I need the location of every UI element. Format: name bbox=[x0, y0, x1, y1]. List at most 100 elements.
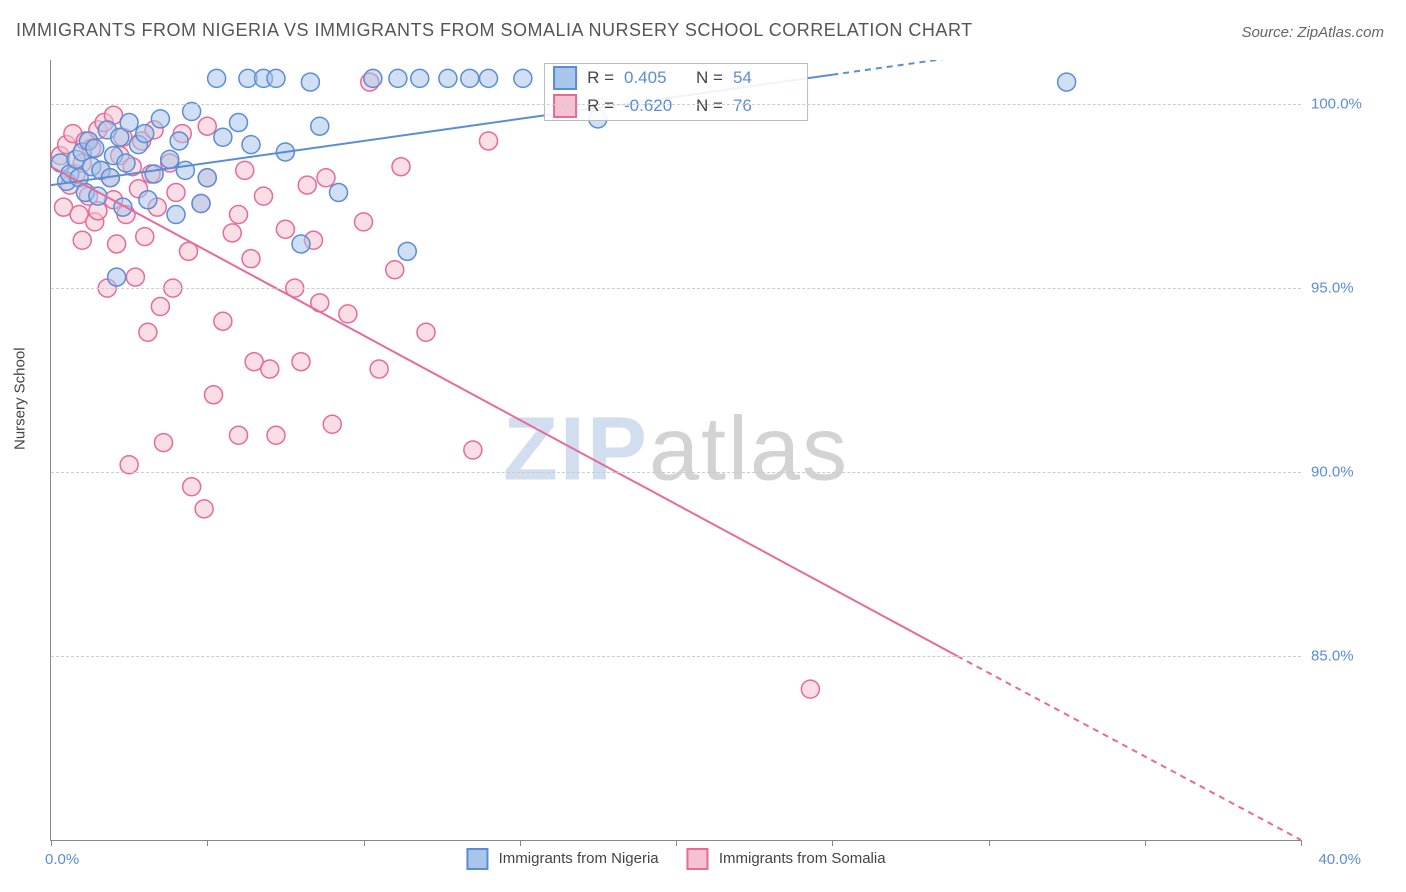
scatter-point bbox=[514, 69, 532, 87]
gridline-h bbox=[51, 288, 1301, 289]
gridline-h bbox=[51, 104, 1301, 105]
scatter-point bbox=[464, 441, 482, 459]
x-tick-mark bbox=[832, 840, 833, 846]
legend-label-nigeria: Immigrants from Nigeria bbox=[499, 850, 659, 867]
x-tick-label-min: 0.0% bbox=[45, 851, 79, 868]
gridline-h bbox=[51, 472, 1301, 473]
scatter-point bbox=[167, 183, 185, 201]
scatter-point bbox=[151, 298, 169, 316]
scatter-point bbox=[230, 114, 248, 132]
scatter-point bbox=[198, 169, 216, 187]
scatter-point bbox=[108, 235, 126, 253]
scatter-point bbox=[298, 176, 316, 194]
scatter-point bbox=[392, 158, 410, 176]
n-label: N = bbox=[696, 96, 723, 116]
scatter-point bbox=[461, 69, 479, 87]
r-value-somalia: -0.620 bbox=[624, 96, 686, 116]
scatter-point bbox=[230, 206, 248, 224]
x-tick-mark bbox=[1145, 840, 1146, 846]
scatter-point bbox=[267, 69, 285, 87]
scatter-point bbox=[261, 360, 279, 378]
scatter-point bbox=[301, 73, 319, 91]
n-label: N = bbox=[696, 68, 723, 88]
scatter-point bbox=[139, 323, 157, 341]
scatter-point bbox=[364, 69, 382, 87]
plot-area: ZIPatlas R = 0.405 N = 54 R = -0.620 N =… bbox=[50, 60, 1301, 841]
scatter-point bbox=[242, 250, 260, 268]
scatter-point bbox=[73, 231, 91, 249]
chart-svg bbox=[51, 60, 1301, 840]
r-label: R = bbox=[587, 68, 614, 88]
correlation-row-somalia: R = -0.620 N = 76 bbox=[545, 92, 807, 120]
x-tick-mark bbox=[364, 840, 365, 846]
x-tick-mark bbox=[520, 840, 521, 846]
x-tick-mark bbox=[51, 840, 52, 846]
scatter-point bbox=[330, 183, 348, 201]
gridline-h bbox=[51, 656, 1301, 657]
scatter-point bbox=[151, 110, 169, 128]
scatter-point bbox=[398, 242, 416, 260]
correlation-legend: R = 0.405 N = 54 R = -0.620 N = 76 bbox=[544, 63, 808, 121]
r-label: R = bbox=[587, 96, 614, 116]
y-axis-label: Nursery School bbox=[12, 347, 29, 450]
scatter-point bbox=[323, 415, 341, 433]
scatter-point bbox=[117, 154, 135, 172]
scatter-point bbox=[155, 434, 173, 452]
scatter-point bbox=[480, 132, 498, 150]
scatter-point bbox=[167, 206, 185, 224]
swatch-nigeria bbox=[553, 66, 577, 90]
scatter-point bbox=[317, 169, 335, 187]
r-value-nigeria: 0.405 bbox=[624, 68, 686, 88]
legend-item-nigeria: Immigrants from Nigeria bbox=[466, 848, 658, 870]
swatch-somalia bbox=[553, 94, 577, 118]
scatter-point bbox=[236, 161, 254, 179]
scatter-point bbox=[126, 268, 144, 286]
scatter-point bbox=[370, 360, 388, 378]
scatter-point bbox=[255, 187, 273, 205]
scatter-point bbox=[136, 228, 154, 246]
scatter-point bbox=[183, 478, 201, 496]
y-tick-label: 85.0% bbox=[1311, 648, 1371, 665]
scatter-point bbox=[355, 213, 373, 231]
scatter-point bbox=[139, 191, 157, 209]
legend-label-somalia: Immigrants from Somalia bbox=[719, 850, 886, 867]
scatter-point bbox=[292, 353, 310, 371]
scatter-point bbox=[192, 194, 210, 212]
correlation-row-nigeria: R = 0.405 N = 54 bbox=[545, 64, 807, 92]
scatter-point bbox=[86, 139, 104, 157]
scatter-point bbox=[214, 312, 232, 330]
trend-line-dashed bbox=[957, 656, 1301, 840]
scatter-point bbox=[176, 161, 194, 179]
scatter-point bbox=[145, 165, 163, 183]
scatter-point bbox=[389, 69, 407, 87]
scatter-point bbox=[120, 114, 138, 132]
y-tick-label: 90.0% bbox=[1311, 464, 1371, 481]
scatter-point bbox=[801, 680, 819, 698]
scatter-point bbox=[339, 305, 357, 323]
y-tick-label: 100.0% bbox=[1311, 96, 1371, 113]
legend-swatch-somalia bbox=[687, 848, 709, 870]
scatter-point bbox=[208, 69, 226, 87]
scatter-point bbox=[136, 125, 154, 143]
n-value-somalia: 76 bbox=[733, 96, 795, 116]
series-legend: Immigrants from Nigeria Immigrants from … bbox=[466, 848, 885, 870]
source-attribution: Source: ZipAtlas.com bbox=[1241, 24, 1384, 41]
x-tick-mark bbox=[676, 840, 677, 846]
scatter-point bbox=[230, 426, 248, 444]
scatter-point bbox=[108, 268, 126, 286]
scatter-point bbox=[411, 69, 429, 87]
scatter-point bbox=[276, 220, 294, 238]
scatter-point bbox=[114, 198, 132, 216]
scatter-point bbox=[120, 456, 138, 474]
scatter-point bbox=[292, 235, 310, 253]
scatter-point bbox=[311, 117, 329, 135]
x-tick-mark bbox=[989, 840, 990, 846]
x-tick-mark bbox=[207, 840, 208, 846]
scatter-point bbox=[205, 386, 223, 404]
scatter-point bbox=[1058, 73, 1076, 91]
legend-swatch-nigeria bbox=[466, 848, 488, 870]
scatter-point bbox=[386, 261, 404, 279]
scatter-point bbox=[183, 103, 201, 121]
scatter-point bbox=[480, 69, 498, 87]
x-tick-label-max: 40.0% bbox=[1318, 851, 1361, 868]
